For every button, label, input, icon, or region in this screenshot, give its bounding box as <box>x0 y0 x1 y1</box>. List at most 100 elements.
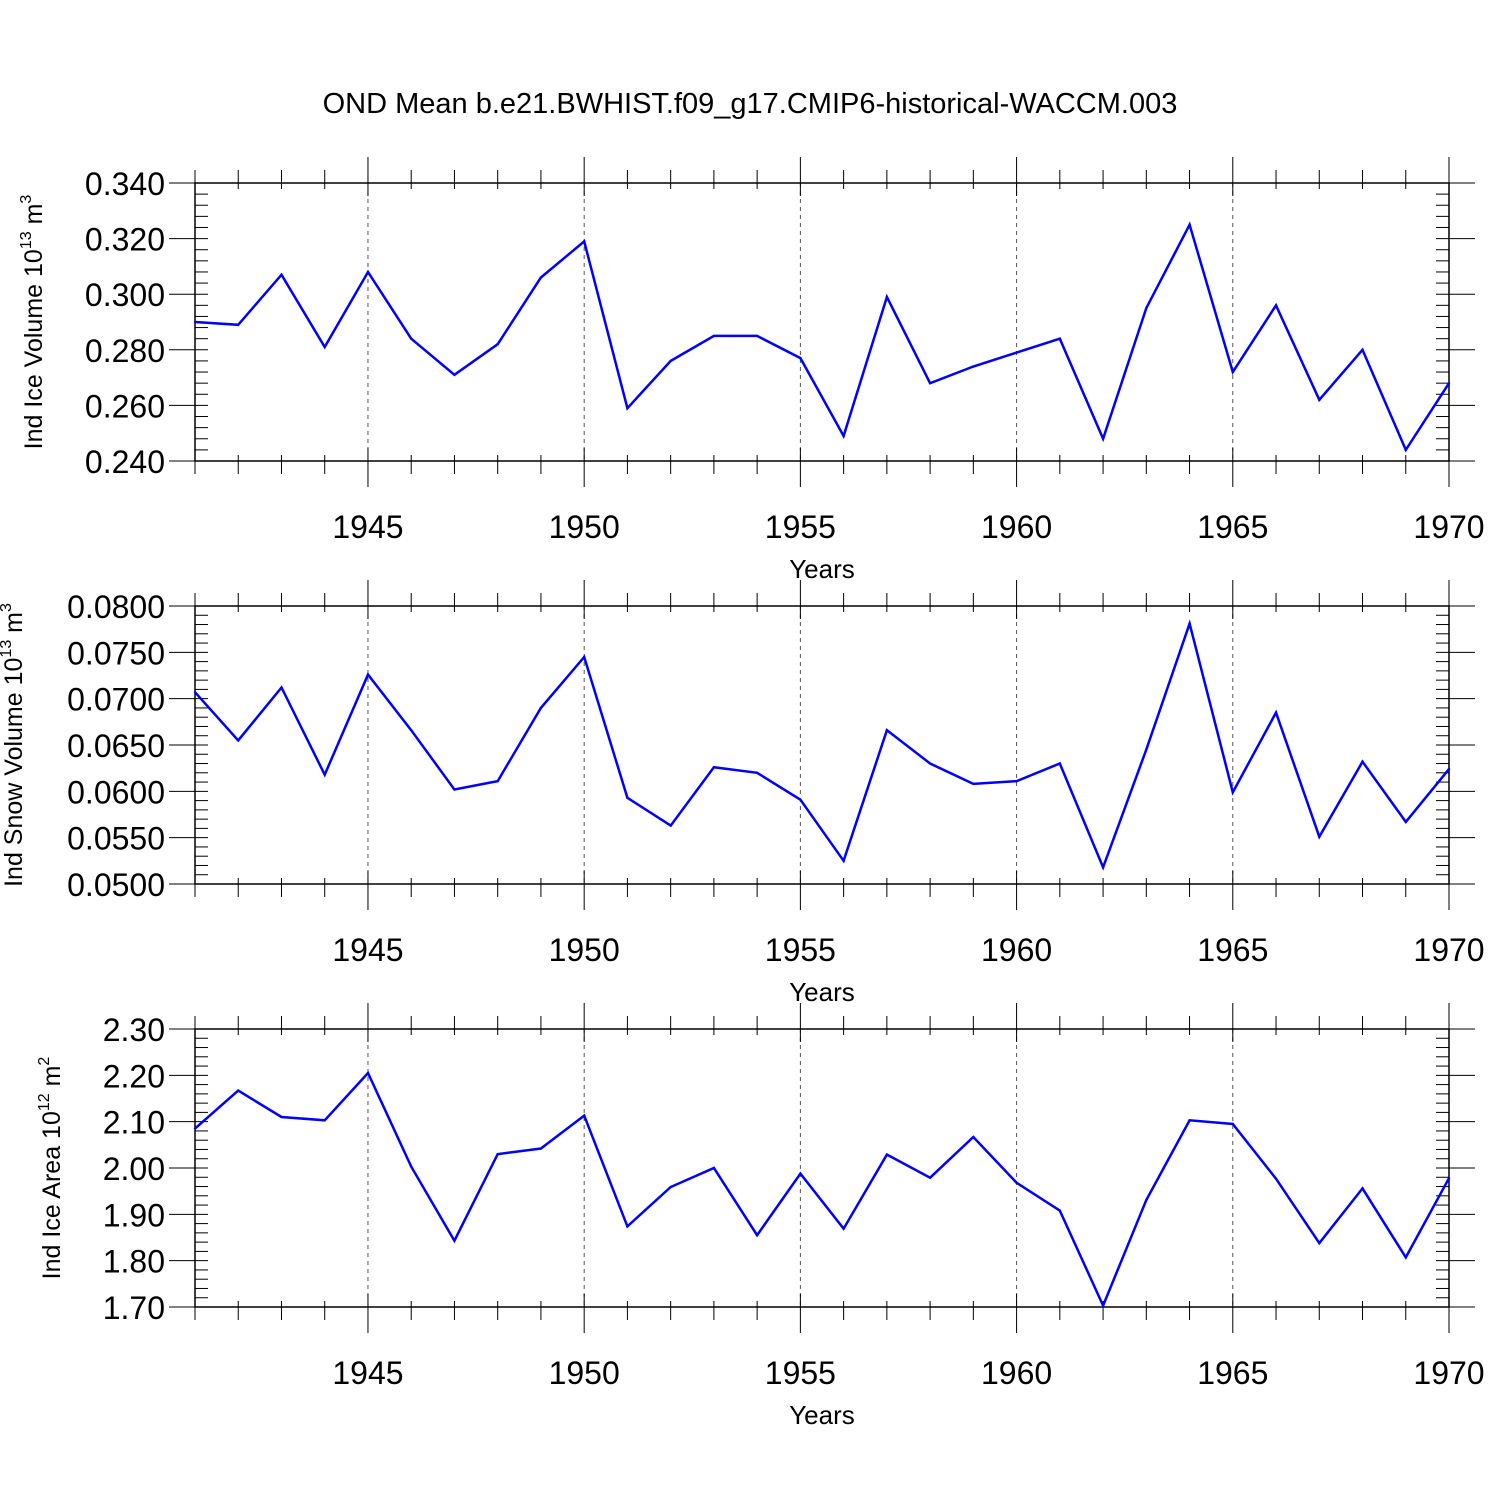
data-point <box>1447 381 1451 385</box>
chart-panel-2: 0.0500 0.0550 0.0600 0.0650 0.0700 0.0750 0.08… <box>0 580 1485 1007</box>
data-point <box>755 771 759 774</box>
data-point <box>626 406 629 410</box>
y-tick-label: 0.320 <box>85 222 165 258</box>
x-tick-label: 1950 <box>549 932 620 968</box>
y-tick-label: 2.10 <box>103 1105 165 1141</box>
data-point <box>799 356 802 360</box>
y-tick-label: 2.30 <box>103 1012 165 1048</box>
data-point <box>496 1152 499 1156</box>
data-point <box>237 1089 240 1092</box>
data-point <box>323 773 326 776</box>
data-point <box>193 1127 197 1130</box>
data-point <box>1145 748 1148 751</box>
y-tick-label: 0.0500 <box>67 867 165 903</box>
data-point <box>928 762 932 765</box>
data-point <box>366 270 370 274</box>
data-point <box>972 1135 975 1139</box>
data-point <box>799 1172 802 1175</box>
y-tick-label: 0.240 <box>85 444 165 480</box>
chart-panel-1: 0.240 0.260 0.280 0.300 0.320 0.340 1945 1950 19… <box>18 157 1485 584</box>
data-point <box>539 276 543 279</box>
data-point <box>1274 1177 1278 1180</box>
data-point <box>885 728 889 732</box>
data-point <box>1274 304 1278 307</box>
data-point <box>237 323 240 326</box>
data-point <box>885 295 889 299</box>
data-point <box>193 690 197 694</box>
y-axis-label: Ind Snow Volume 1013 m3 <box>0 603 28 887</box>
y-tick-label: 1.80 <box>103 1244 165 1280</box>
data-point <box>712 1166 716 1170</box>
chart-panel-3: 1.70 1.80 1.90 2.00 2.10 2.20 2.30 1945 1950 1955… <box>36 1003 1485 1430</box>
y-tick-label: 0.260 <box>85 388 165 424</box>
data-point <box>1404 820 1407 824</box>
data-point <box>669 824 672 827</box>
data-point <box>539 706 543 710</box>
data-point <box>1015 1181 1018 1185</box>
data-point <box>1058 337 1062 340</box>
data-point <box>1404 1256 1407 1259</box>
data-point <box>582 1114 586 1117</box>
data-point <box>1058 1209 1062 1212</box>
data-point <box>1318 1241 1321 1245</box>
data-point <box>1361 348 1364 351</box>
data-point <box>1101 1304 1105 1307</box>
y-tick-label: 0.0750 <box>67 635 165 671</box>
data-point <box>972 365 975 368</box>
data-point <box>842 859 845 863</box>
x-tick-label: 1970 <box>1413 932 1484 968</box>
x-tick-label: 1970 <box>1413 1355 1484 1391</box>
data-point <box>755 1233 759 1237</box>
x-tick-label: 1945 <box>332 1355 403 1391</box>
data-point <box>626 1225 629 1228</box>
data-point <box>1015 351 1018 354</box>
data-point <box>1145 1198 1148 1202</box>
plot-frame <box>194 1028 1450 1308</box>
data-point <box>799 798 802 801</box>
x-axis-label: Years <box>789 1400 855 1430</box>
data-point <box>928 381 932 385</box>
data-point <box>1231 370 1234 374</box>
y-tick-label: 0.340 <box>85 166 165 202</box>
data-point <box>410 728 413 732</box>
data-point <box>1231 1122 1234 1126</box>
data-point <box>323 345 326 349</box>
data-point <box>972 782 975 786</box>
data-point <box>366 673 370 676</box>
series-line <box>194 221 1451 453</box>
x-tick-label: 1945 <box>332 509 403 545</box>
data-point <box>582 655 586 659</box>
x-tick-label: 1955 <box>765 932 836 968</box>
data-point <box>453 373 456 377</box>
data-point <box>885 1153 889 1156</box>
plot-frame <box>194 605 1450 885</box>
y-tick-label: 0.0700 <box>67 682 165 718</box>
data-point <box>1404 448 1407 452</box>
data-point <box>669 1185 672 1189</box>
data-point <box>755 334 759 338</box>
data-point <box>1274 711 1278 714</box>
data-point <box>1361 760 1364 763</box>
data-point <box>410 337 413 340</box>
data-point <box>712 766 716 769</box>
data-point <box>712 334 716 338</box>
x-tick-label: 1960 <box>981 1355 1052 1391</box>
data-point <box>410 1165 413 1168</box>
data-point <box>1318 835 1321 838</box>
series-line <box>194 619 1450 871</box>
data-point <box>1447 1176 1451 1180</box>
data-point <box>1361 1187 1364 1190</box>
y-tick-label: 2.00 <box>103 1151 165 1187</box>
data-point <box>280 1115 283 1119</box>
data-point <box>280 686 283 689</box>
x-tick-label: 1965 <box>1197 932 1268 968</box>
y-tick-label: 0.280 <box>85 333 165 369</box>
x-tick-label: 1955 <box>765 509 836 545</box>
x-axis-label: Years <box>789 554 855 584</box>
data-point <box>842 1227 845 1230</box>
x-axis-label: Years <box>789 977 855 1007</box>
y-tick-label: 1.90 <box>103 1197 165 1233</box>
y-tick-label: 0.0800 <box>67 589 165 625</box>
